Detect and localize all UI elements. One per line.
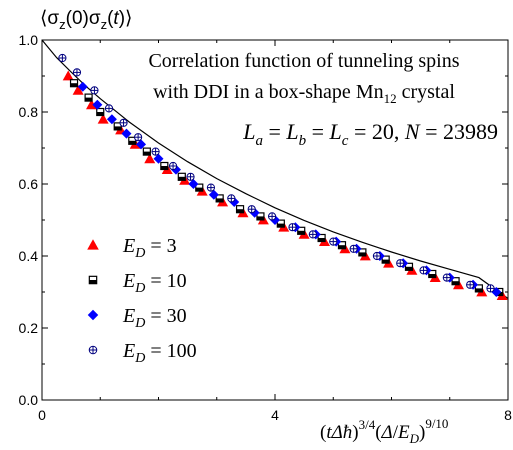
data-point-circle-plus [247, 205, 256, 214]
data-point-half-square [215, 194, 224, 203]
data-point-half-square [276, 219, 285, 228]
data-point-half-square [358, 248, 367, 257]
data-points [58, 53, 508, 300]
data-point-circle-plus [227, 194, 236, 203]
data-point-circle-plus [396, 259, 405, 268]
y-tick-label: 1.0 [19, 32, 39, 48]
data-point-diamond [208, 189, 219, 200]
data-point-circle-plus [186, 172, 195, 181]
data-point-half-square [317, 233, 326, 243]
data-point-half-square [381, 255, 390, 264]
y-tick-label: 0.4 [19, 248, 39, 264]
data-point-circle-plus [151, 147, 160, 156]
data-point-circle-plus [308, 230, 317, 239]
data-point-triangle [72, 84, 84, 95]
fit-curve [41, 39, 509, 299]
data-point-circle-plus [349, 244, 358, 253]
data-point-half-square [256, 212, 265, 221]
y-axis-label: ⟨σz(0)σz(t)⟩ [40, 8, 132, 32]
data-point-half-square [113, 122, 122, 131]
data-point-diamond [77, 81, 88, 92]
legend-label: ED = 10 [122, 270, 187, 296]
axis-ticks [41, 39, 509, 401]
y-tick-label: 0.2 [19, 320, 39, 336]
legend-label: ED = 100 [122, 340, 197, 366]
data-point-circle-plus [267, 212, 277, 221]
data-point-half-square [84, 93, 93, 102]
data-point-circle-plus [466, 280, 475, 289]
data-point-triangle [87, 239, 99, 250]
data-point-circle-plus [119, 118, 128, 127]
y-tick-label: 0.0 [19, 392, 39, 408]
data-point-half-square [96, 107, 105, 117]
y-tick-labels: 0.0 0.2 0.4 0.6 0.8 1.0 [19, 32, 39, 408]
x-tick-label: 0 [38, 407, 46, 423]
data-point-circle-plus [72, 68, 82, 77]
data-point-half-square [88, 275, 98, 285]
data-point-half-square [337, 241, 347, 250]
data-point-circle-plus [288, 223, 297, 232]
data-point-diamond [136, 139, 147, 150]
data-point-diamond [87, 309, 99, 321]
data-point-half-square [297, 226, 306, 235]
x-tick-label: 4 [271, 407, 279, 423]
data-point-circle-plus [206, 183, 216, 192]
data-point-circle-plus [88, 345, 98, 355]
data-point-diamond [106, 114, 117, 125]
data-point-triangle [144, 153, 156, 164]
data-point-half-square [160, 161, 169, 171]
data-point-half-square [128, 136, 137, 145]
data-point-diamond [188, 179, 199, 189]
data-point-circle-plus [419, 266, 428, 275]
data-point-half-square [474, 284, 483, 293]
data-point-circle-plus [372, 251, 382, 261]
data-point-half-square [142, 147, 151, 156]
data-point-circle-plus [104, 104, 114, 113]
x-axis-label: (tΔħ)3/4(Δ/ED)9/10 [320, 416, 448, 446]
data-point-half-square [404, 262, 414, 271]
data-point-half-square [235, 205, 245, 214]
legend: ED = 3 ED = 10 ED = 30 ED = 100 [87, 235, 197, 366]
data-point-diamond [121, 128, 132, 139]
data-point-triangle [62, 70, 74, 81]
x-tick-label: 8 [504, 407, 512, 423]
data-point-circle-plus [486, 284, 495, 293]
data-point-circle-plus [90, 86, 99, 95]
data-point-circle-plus [442, 273, 451, 282]
data-point-circle-plus [134, 133, 143, 142]
chart-parameters: La = Lb = Lc = 20, N = 23989 [242, 119, 498, 149]
y-tick-label: 0.8 [19, 104, 39, 120]
x-tick-labels: 0 4 8 [38, 407, 512, 423]
data-point-triangle [97, 113, 109, 124]
chart-title-line1: Correlation function of tunneling spins [148, 50, 459, 72]
chart-title-line2: with DDI in a box-shape Mn12 crystal [153, 81, 455, 106]
legend-label: ED = 30 [122, 305, 187, 331]
data-point-half-square [195, 183, 204, 192]
data-point-half-square [451, 277, 460, 286]
data-point-diamond [92, 99, 103, 110]
data-point-half-square [177, 172, 186, 181]
data-point-circle-plus [58, 53, 67, 63]
y-tick-label: 0.6 [19, 176, 39, 192]
data-point-circle-plus [329, 237, 338, 246]
data-point-half-square [428, 269, 437, 279]
data-point-half-square [69, 79, 79, 88]
legend-label: ED = 3 [122, 235, 177, 261]
data-point-circle-plus [168, 161, 178, 171]
data-point-diamond [153, 153, 164, 164]
